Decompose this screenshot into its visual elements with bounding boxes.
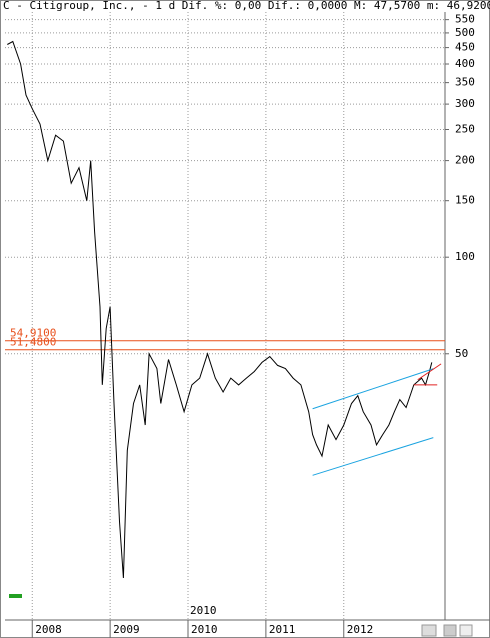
x-tick-label: 2009	[113, 623, 140, 636]
y-tick-label: 200	[455, 154, 475, 167]
x-tick-label: 2010	[191, 623, 218, 636]
trend-line	[312, 368, 434, 410]
y-tick-label: 400	[455, 57, 475, 70]
y-tick-label: 100	[455, 250, 475, 263]
icon[interactable]	[421, 624, 437, 637]
indicator-icon	[9, 594, 22, 598]
icon[interactable]	[459, 624, 473, 637]
trend-line	[312, 437, 434, 476]
y-tick-label: 50	[455, 347, 468, 360]
x-tick-label: 2012	[347, 623, 374, 636]
trend-line	[417, 363, 442, 381]
y-tick-label: 250	[455, 123, 475, 136]
level-label: 54,9100	[10, 327, 56, 340]
y-tick-label: 150	[455, 194, 475, 207]
y-tick-label: 450	[455, 41, 475, 54]
y-tick-label: 500	[455, 26, 475, 39]
x-tick-label: 2008	[35, 623, 62, 636]
y-tick-label: 350	[455, 76, 475, 89]
annotation: 2010	[190, 604, 217, 617]
y-tick-label: 550	[455, 13, 475, 26]
price-line	[7, 40, 433, 579]
y-tick-label: 300	[455, 97, 475, 110]
icon[interactable]	[443, 624, 457, 637]
status-icons	[421, 624, 473, 637]
chart-title: C - Citigroup, Inc., - 1 d Dif. %: 0,00 …	[3, 0, 490, 12]
level-label: 51,4800	[10, 336, 56, 349]
x-tick-label: 2011	[269, 623, 296, 636]
